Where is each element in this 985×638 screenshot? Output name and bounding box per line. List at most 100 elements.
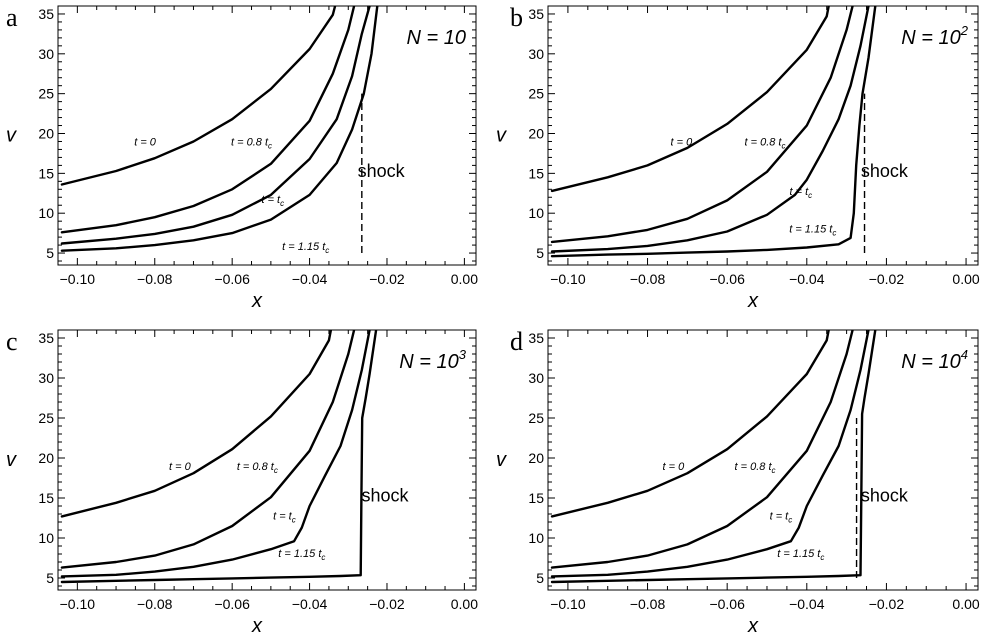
- y-tick-label: 35: [38, 330, 54, 346]
- series-label-2: t = tc: [770, 511, 793, 525]
- n-label: N = 10: [407, 27, 466, 49]
- y-tick-label: 5: [46, 570, 54, 586]
- y-tick-label: 15: [528, 490, 544, 506]
- x-tick-label: −0.02: [869, 596, 905, 612]
- series-label-subscript: c: [280, 199, 284, 208]
- y-axis-label: v: [496, 449, 507, 471]
- x-axis-label: x: [251, 290, 263, 312]
- series-label-3: t = 1.15 tc: [789, 223, 836, 237]
- x-tick-label: −0.08: [137, 271, 173, 287]
- panel-d: −0.10 −0.08 −0.06 −0.04 −0.02 0.00 5 10 15 20 25 30…: [496, 327, 980, 637]
- series-label-2: t = tc: [261, 194, 284, 208]
- series-label-subscript: c: [788, 516, 792, 525]
- y-tick-label: 30: [38, 46, 54, 62]
- series-label-2: t = tc: [789, 186, 812, 200]
- series-label-subscript: c: [772, 466, 776, 475]
- series-line-3: [60, 330, 378, 584]
- y-tick-label: 10: [38, 205, 54, 221]
- series-label-0: t = 0: [169, 461, 192, 473]
- x-axis-label: x: [251, 615, 263, 637]
- series-line-1: [550, 6, 854, 244]
- shock-label: shock: [358, 161, 406, 181]
- series-line-0: [550, 330, 830, 518]
- x-tick-label: −0.08: [630, 596, 666, 612]
- x-tick-label: −0.10: [550, 596, 586, 612]
- x-tick-label: −0.02: [369, 596, 405, 612]
- x-tick-label: −0.06: [709, 596, 745, 612]
- series-label-subscript: c: [832, 228, 836, 237]
- x-tick-label: −0.02: [369, 271, 405, 287]
- panel-c: −0.10 −0.08 −0.06 −0.04 −0.02 0.00 5 10 15 20 25 30…: [6, 327, 478, 637]
- panel-letter: b: [510, 3, 523, 32]
- y-tick-label: 25: [38, 410, 54, 426]
- series-label-subscript: c: [325, 246, 329, 255]
- n-label-exponent: 3: [459, 347, 467, 362]
- y-tick-label: 35: [38, 6, 54, 22]
- series-line-2: [550, 330, 870, 578]
- plot-frame: [547, 329, 979, 591]
- y-tick-label: 20: [38, 450, 54, 466]
- y-axis-label: v: [496, 125, 507, 147]
- n-label: N = 103: [399, 347, 466, 373]
- x-tick-label: −0.04: [789, 596, 825, 612]
- series-label-subscript: c: [820, 553, 824, 562]
- x-tick-label: −0.08: [630, 271, 666, 287]
- y-tick-label: 20: [38, 126, 54, 142]
- shock-label: shock: [861, 486, 909, 506]
- series-label-0: t = 0: [663, 461, 686, 473]
- n-label-exponent: 4: [961, 347, 968, 362]
- series-label-1: t = 0.8 tc: [237, 461, 278, 475]
- series-label-subscript: c: [268, 141, 272, 150]
- shock-label: shock: [861, 161, 909, 181]
- x-tick-label: −0.08: [137, 596, 173, 612]
- series-label-1: t = 0.8 tc: [735, 461, 776, 475]
- n-label-exponent: 2: [960, 23, 969, 38]
- y-tick-label: 5: [536, 570, 544, 586]
- panel-letter: d: [510, 327, 523, 356]
- y-tick-label: 10: [528, 205, 544, 221]
- series-line-1: [60, 6, 356, 234]
- n-label: N = 102: [901, 23, 968, 49]
- series-label-3: t = 1.15 tc: [278, 548, 325, 562]
- series-label-subscript: c: [808, 191, 812, 200]
- series-line-1: [550, 330, 854, 569]
- y-tick-label: 25: [528, 86, 544, 102]
- panel-letter: c: [6, 327, 18, 356]
- x-tick-label: −0.06: [214, 596, 250, 612]
- x-tick-label: 0.00: [952, 271, 979, 287]
- panel-a: −0.10 −0.08 −0.06 −0.04 −0.02 0.00 5 10 15 20 25 30…: [6, 3, 478, 312]
- y-tick-label: 20: [528, 450, 544, 466]
- series-line-3: [60, 6, 379, 252]
- x-tick-label: −0.04: [789, 271, 825, 287]
- panel-b: −0.10 −0.08 −0.06 −0.04 −0.02 0.00 5 10 15 20 25 30…: [496, 3, 980, 312]
- series-label-3: t = 1.15 tc: [777, 548, 824, 562]
- series-label-subscript: c: [781, 141, 785, 150]
- x-tick-label: −0.06: [214, 271, 250, 287]
- x-tick-label: 0.00: [451, 271, 478, 287]
- series-line-3: [550, 330, 877, 584]
- shock-label: shock: [362, 486, 410, 506]
- x-tick-label: −0.06: [709, 271, 745, 287]
- plot-frame: [57, 5, 477, 266]
- y-axis-label: v: [6, 125, 17, 147]
- series-label-1: t = 0.8 tc: [231, 136, 272, 150]
- series-label-1: t = 0.8 tc: [744, 136, 785, 150]
- series-line-0: [60, 6, 337, 186]
- n-label: N = 104: [901, 347, 968, 373]
- y-tick-label: 35: [528, 330, 544, 346]
- plot-frame: [547, 5, 979, 266]
- y-tick-label: 30: [528, 46, 544, 62]
- series-line-2: [60, 6, 371, 245]
- y-tick-label: 15: [38, 165, 54, 181]
- plot-frame: [57, 329, 477, 591]
- series-line-2: [60, 330, 371, 578]
- series-label-0: t = 0: [134, 136, 157, 148]
- y-tick-label: 30: [528, 370, 544, 386]
- y-tick-label: 25: [38, 86, 54, 102]
- x-tick-label: −0.04: [292, 596, 328, 612]
- series-label-subscript: c: [274, 466, 278, 475]
- y-tick-label: 5: [536, 245, 544, 261]
- series-label-3: t = 1.15 tc: [282, 241, 329, 255]
- y-tick-label: 35: [528, 6, 544, 22]
- x-tick-label: 0.00: [451, 596, 478, 612]
